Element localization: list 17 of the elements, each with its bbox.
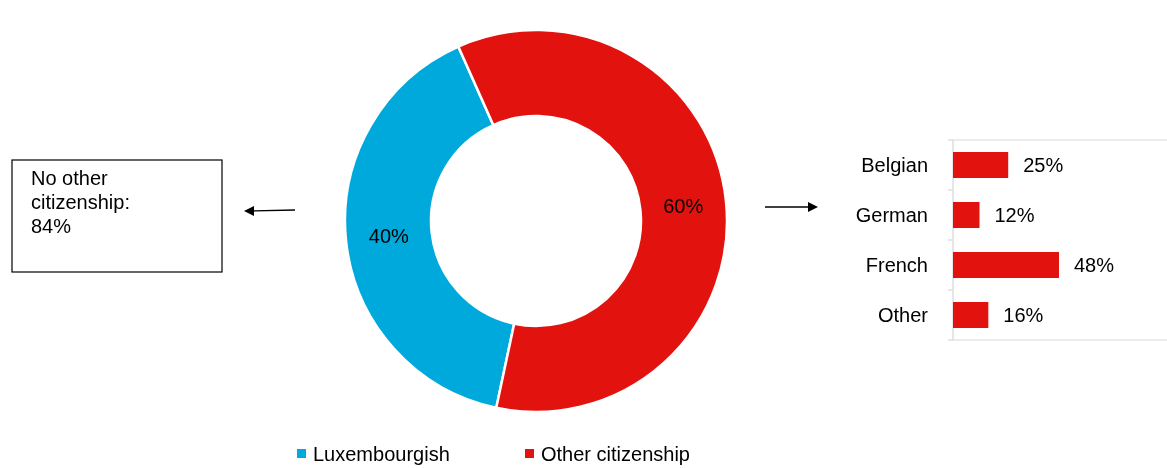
y-tick-label: German: [855, 204, 928, 226]
bar: [953, 302, 989, 328]
data-label: 40%: [368, 225, 410, 248]
data-label: 60%: [663, 194, 704, 217]
legend-label: Luxembourgish: [313, 443, 450, 465]
data-label: 16%: [1003, 304, 1044, 326]
y-tick-label: Other: [877, 304, 929, 326]
legend-label: Other citizenship: [541, 443, 690, 465]
text: No other citizenship: 84%: [31, 167, 130, 237]
data-label: 48%: [1074, 254, 1115, 276]
bar: [953, 202, 980, 228]
y-tick-label: Belgian: [861, 154, 928, 176]
data-label: 12%: [994, 204, 1035, 226]
data-label: 25%: [1023, 154, 1064, 176]
bar: [953, 152, 1009, 178]
bar: [953, 252, 1059, 278]
y-tick-label: French: [865, 254, 928, 276]
